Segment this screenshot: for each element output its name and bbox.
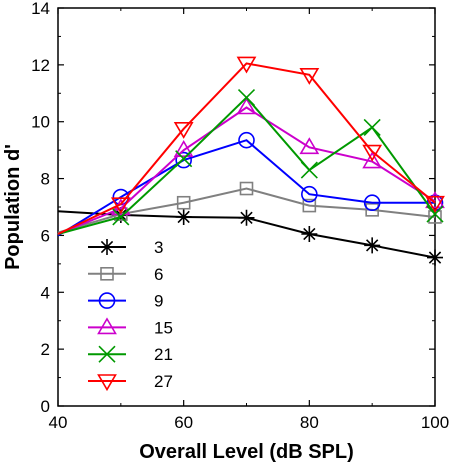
series-group <box>57 56 445 266</box>
data-point <box>236 97 257 115</box>
legend-entry-21: 21 <box>88 345 173 364</box>
data-point <box>176 195 191 210</box>
data-point <box>426 205 444 223</box>
legend-entry-9: 9 <box>88 292 163 311</box>
y-tick-label: 4 <box>41 283 50 302</box>
data-point <box>301 226 318 243</box>
legend-label: 3 <box>154 238 163 257</box>
legend-label: 6 <box>154 265 163 284</box>
data-point <box>427 249 443 266</box>
x-tick-label: 80 <box>300 413 319 432</box>
legend-marker <box>98 292 116 309</box>
y-axis-title: Population d' <box>2 144 24 270</box>
legend-label: 15 <box>154 318 173 337</box>
data-point <box>299 137 320 155</box>
data-point <box>237 88 256 107</box>
legend-marker <box>100 266 114 281</box>
y-tick-label: 8 <box>41 170 50 189</box>
x-tick-label: 100 <box>421 413 449 432</box>
axis-labels: Overall Level (dB SPL) Population d' <box>2 144 354 462</box>
series-21 <box>57 88 444 235</box>
data-point <box>112 208 130 226</box>
data-point <box>173 140 194 157</box>
data-point <box>301 185 318 203</box>
data-point <box>110 197 131 215</box>
data-point <box>364 237 381 254</box>
data-point <box>363 194 381 212</box>
data-point <box>239 181 254 196</box>
data-point <box>362 151 383 169</box>
data-point <box>300 161 318 179</box>
data-point <box>175 208 192 225</box>
legend-marker <box>97 374 117 392</box>
data-point <box>362 144 383 162</box>
series-27 <box>57 56 445 235</box>
data-point <box>175 150 193 168</box>
data-point <box>299 68 320 85</box>
legend-marker <box>98 345 116 363</box>
data-point <box>175 151 192 169</box>
data-point <box>236 56 257 74</box>
x-axis-title: Overall Level (dB SPL) <box>139 441 354 462</box>
y-tick-label: 10 <box>31 113 50 132</box>
legend-label: 21 <box>154 345 173 364</box>
legend: 3 6 9 15 21 27 <box>88 238 173 392</box>
y-tick-label: 6 <box>41 226 50 245</box>
data-point <box>363 118 381 136</box>
series-line-27 <box>57 62 436 235</box>
legend-entry-6: 6 <box>88 265 163 284</box>
legend-entry-3: 3 <box>88 238 163 257</box>
legend-entry-15: 15 <box>88 317 173 337</box>
y-tick-label: 2 <box>41 340 50 359</box>
legend-marker <box>97 317 117 335</box>
y-tick-label: 0 <box>41 397 50 416</box>
legend-label: 9 <box>154 292 163 311</box>
x-tick-label: 40 <box>49 413 68 432</box>
data-point <box>365 203 379 217</box>
y-tick-label: 12 <box>31 56 50 75</box>
legend-marker <box>99 239 115 255</box>
data-point <box>302 198 317 213</box>
data-point <box>238 209 255 226</box>
series-line-9 <box>57 139 435 237</box>
data-point <box>238 131 255 149</box>
x-tick-label: 60 <box>174 413 193 432</box>
axes: 40 60 80 100 0 2 4 6 8 10 12 14 <box>31 0 449 432</box>
legend-entry-27: 27 <box>88 372 173 392</box>
data-point <box>173 122 194 139</box>
legend-label: 27 <box>154 372 173 391</box>
y-tick-label: 14 <box>31 0 50 18</box>
series-9 <box>57 131 444 237</box>
data-point <box>425 195 445 213</box>
